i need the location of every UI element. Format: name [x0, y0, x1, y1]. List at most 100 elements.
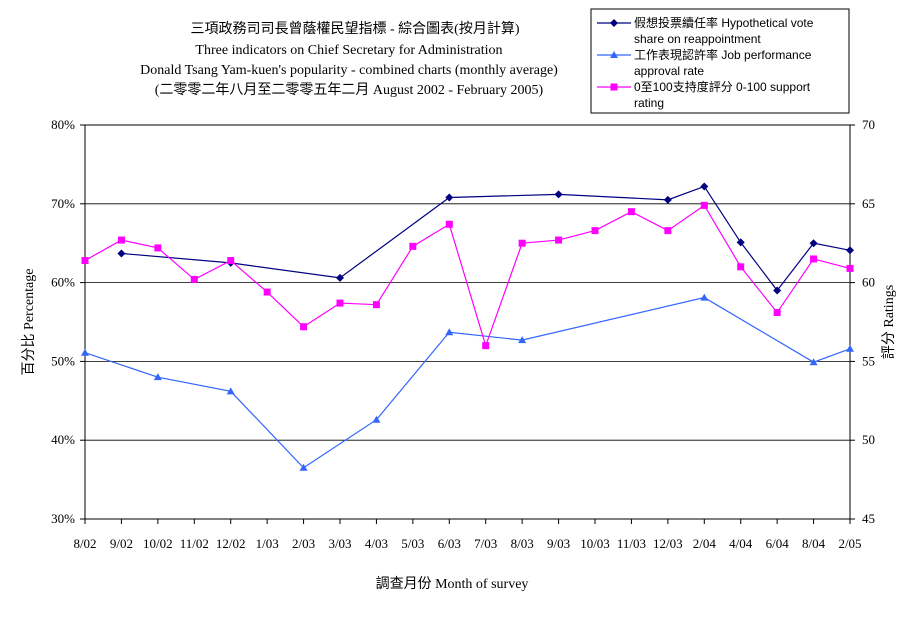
data-point — [664, 227, 672, 235]
x-tick-label: 1/03 — [256, 536, 279, 551]
data-point — [153, 373, 162, 381]
data-point — [117, 236, 125, 244]
data-point — [336, 273, 344, 282]
data-point — [117, 249, 126, 258]
x-tick-label: 11/02 — [180, 536, 209, 551]
data-point — [445, 328, 454, 336]
legend-entry-3: 0至100支持度評分 0-100 support rating — [597, 79, 811, 110]
y-right-tick-label: 65 — [862, 196, 875, 211]
x-tick-label: 3/03 — [328, 536, 351, 551]
series-3 — [81, 201, 854, 350]
data-point — [846, 264, 854, 272]
data-point — [700, 293, 709, 301]
y-right-tick-label: 70 — [862, 117, 875, 132]
data-point — [700, 201, 708, 209]
plot-area-frame — [84, 124, 851, 520]
y-axis-left-label: 百分比 Percentage — [21, 269, 37, 376]
x-axis: 8/02 9/02 10/02 11/02 12/02 1/03 2/03 3/03 4/03 5… — [73, 519, 862, 551]
legend-swatch-marker — [610, 51, 618, 58]
data-point — [300, 323, 308, 331]
y-right-tick-label: 60 — [862, 275, 875, 290]
data-point — [445, 220, 453, 228]
data-point — [154, 244, 162, 252]
x-tick-label: 10/02 — [143, 536, 173, 551]
x-tick-label: 7/03 — [474, 536, 497, 551]
x-tick-label: 6/03 — [438, 536, 461, 551]
data-point — [518, 239, 526, 247]
data-point — [445, 193, 454, 202]
x-tick-label: 8/03 — [511, 536, 534, 551]
data-point — [809, 239, 818, 248]
legend-label: 0至100支持度評分 0-100 support rating — [634, 79, 811, 110]
y-right-tick-label: 45 — [862, 511, 875, 526]
data-point — [372, 301, 380, 309]
series-3-line — [84, 204, 851, 348]
data-point — [700, 182, 709, 191]
data-point — [773, 286, 782, 295]
data-point — [846, 344, 854, 352]
data-point — [336, 299, 344, 307]
data-point — [737, 263, 745, 271]
title-line-1: 三項政務司司長曾蔭權民望指標 - 綜合圖表(按月計算) — [191, 21, 520, 37]
data-point — [372, 415, 381, 423]
y-right-tick-label: 55 — [862, 353, 875, 368]
data-point — [81, 348, 89, 356]
data-point — [810, 255, 818, 263]
x-tick-label: 12/02 — [216, 536, 246, 551]
series-1 — [117, 182, 854, 295]
title-line-3: Donald Tsang Yam-kuen's popularity - com… — [140, 63, 558, 78]
x-tick-label: 5/03 — [401, 536, 424, 551]
y-axis-right-label: 評分 Ratings — [881, 285, 897, 359]
x-tick-label: 10/03 — [580, 536, 610, 551]
y-left-tick-label: 50% — [51, 353, 75, 368]
legend-entry-2: 工作表現認許率 Job performance approval rate — [597, 47, 812, 78]
data-point — [809, 358, 818, 366]
data-point — [773, 309, 781, 317]
y-left-tick-label: 60% — [51, 275, 75, 290]
title-line-4: (二零零二年八月至二零零五年二月 August 2002 - February … — [155, 82, 544, 98]
y-right-tick-label: 50 — [862, 432, 875, 447]
legend: 假想投票續任率 Hypothetical vote share on reappo… — [590, 8, 850, 114]
y-left-tick-label: 40% — [51, 432, 75, 447]
y-left-tick-label: 30% — [51, 511, 75, 526]
data-point — [409, 242, 417, 250]
data-point — [227, 257, 235, 265]
y-axis-right: 45 50 55 60 65 70 — [850, 117, 875, 526]
x-tick-label: 12/03 — [653, 536, 683, 551]
data-point — [627, 208, 635, 216]
legend-box — [590, 8, 850, 114]
y-axis-left: 30% 40% 50% 60% 70% 80% — [51, 117, 85, 526]
data-point — [226, 387, 235, 395]
x-tick-label: 2/03 — [292, 536, 315, 551]
x-axis-label: 調查月份 Month of survey — [376, 576, 529, 592]
data-point — [554, 190, 563, 199]
legend-swatch-marker — [610, 83, 618, 91]
y-left-tick-label: 80% — [51, 117, 75, 132]
data-point — [263, 288, 271, 296]
series-2 — [81, 293, 854, 471]
data-point — [555, 236, 563, 244]
x-tick-label: 2/05 — [838, 536, 861, 551]
series-2-line — [84, 296, 851, 469]
x-tick-label: 11/03 — [617, 536, 646, 551]
x-tick-label: 8/04 — [802, 536, 826, 551]
x-tick-label: 2/04 — [693, 536, 717, 551]
data-point — [190, 275, 198, 283]
y-left-tick-label: 70% — [51, 196, 75, 211]
legend-entry-1: 假想投票續任率 Hypothetical vote share on reappo… — [597, 15, 814, 46]
title-line-2: Three indicators on Chief Secretary for … — [195, 43, 502, 58]
series-layer — [81, 182, 854, 471]
legend-label: 假想投票續任率 Hypothetical vote share on reappo… — [634, 15, 814, 46]
data-point — [81, 257, 89, 265]
data-point — [591, 227, 599, 235]
data-point — [299, 463, 308, 471]
data-point — [846, 246, 854, 255]
data-point — [518, 336, 527, 344]
data-point — [736, 238, 745, 247]
data-point — [663, 195, 672, 204]
x-tick-label: 9/03 — [547, 536, 570, 551]
x-tick-label: 9/02 — [110, 536, 133, 551]
legend-label: 工作表現認許率 Job performance approval rate — [634, 47, 812, 78]
chart-title: 三項政務司司長曾蔭權民望指標 - 綜合圖表(按月計算) Three indica… — [140, 21, 558, 98]
